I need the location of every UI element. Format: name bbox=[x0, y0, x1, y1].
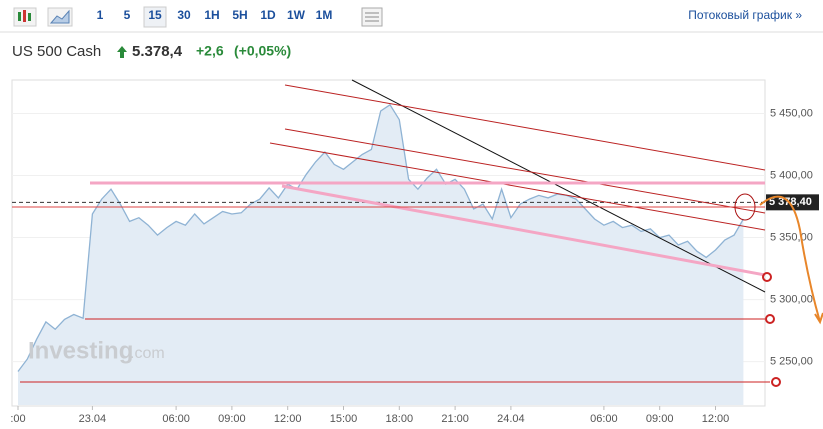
x-tick-label: 12:00 bbox=[702, 413, 730, 425]
x-tick-label: 21:00 bbox=[441, 413, 469, 425]
x-tick-label: 06:00 bbox=[162, 413, 190, 425]
interval-button[interactable]: 1D bbox=[260, 8, 276, 22]
interval-button[interactable]: 1 bbox=[97, 8, 104, 22]
x-tick-label: 18:00 bbox=[386, 413, 414, 425]
x-tick-label: 23.04 bbox=[79, 413, 107, 425]
current-price-label: 5 378,40 bbox=[769, 196, 812, 208]
area-fill bbox=[18, 104, 744, 406]
interval-button[interactable]: 1H bbox=[204, 8, 219, 22]
watermark-suffix: .com bbox=[130, 345, 165, 362]
stream-link[interactable]: Потоковый график » bbox=[688, 8, 802, 22]
price-line bbox=[17, 103, 744, 372]
toolbar bbox=[0, 0, 823, 32]
current-price-box bbox=[766, 194, 819, 211]
interval-button[interactable]: 15 bbox=[148, 8, 162, 22]
interval-button[interactable]: 1M bbox=[316, 8, 333, 22]
x-tick-label: :00 bbox=[10, 413, 25, 425]
x-tick-label: 24.04 bbox=[497, 413, 525, 425]
watermark-brand: Investing bbox=[28, 337, 133, 364]
x-tick-label: 06:00 bbox=[590, 413, 618, 425]
x-tick-label: 09:00 bbox=[646, 413, 674, 425]
interval-button[interactable]: 1W bbox=[287, 8, 306, 22]
instrument-price: 5.378,4 bbox=[132, 43, 183, 60]
x-tick-label: 12:00 bbox=[274, 413, 302, 425]
y-tick-label: 5 300,00 bbox=[770, 293, 813, 305]
candle-icon[interactable] bbox=[13, 7, 37, 27]
interval-selected bbox=[143, 6, 167, 28]
drawings bbox=[12, 79, 823, 387]
area-icon[interactable] bbox=[47, 7, 73, 27]
table-icon[interactable] bbox=[361, 7, 383, 27]
instrument-name: US 500 Cash bbox=[12, 43, 101, 60]
interval-button[interactable]: 5 bbox=[124, 8, 131, 22]
instrument-change-pct: (+0,05%) bbox=[234, 43, 291, 59]
y-tick-label: 5 350,00 bbox=[770, 231, 813, 243]
interval-button[interactable]: 5H bbox=[232, 8, 247, 22]
interval-button[interactable]: 30 bbox=[177, 8, 191, 22]
up-arrow bbox=[117, 46, 127, 58]
y-tick-label: 5 400,00 bbox=[770, 169, 813, 181]
x-tick-label: 15:00 bbox=[330, 413, 358, 425]
instrument-change: +2,6 bbox=[196, 43, 224, 59]
y-tick-label: 5 450,00 bbox=[770, 107, 813, 119]
y-tick-label: 5 250,00 bbox=[770, 355, 813, 367]
x-tick-label: 09:00 bbox=[218, 413, 246, 425]
